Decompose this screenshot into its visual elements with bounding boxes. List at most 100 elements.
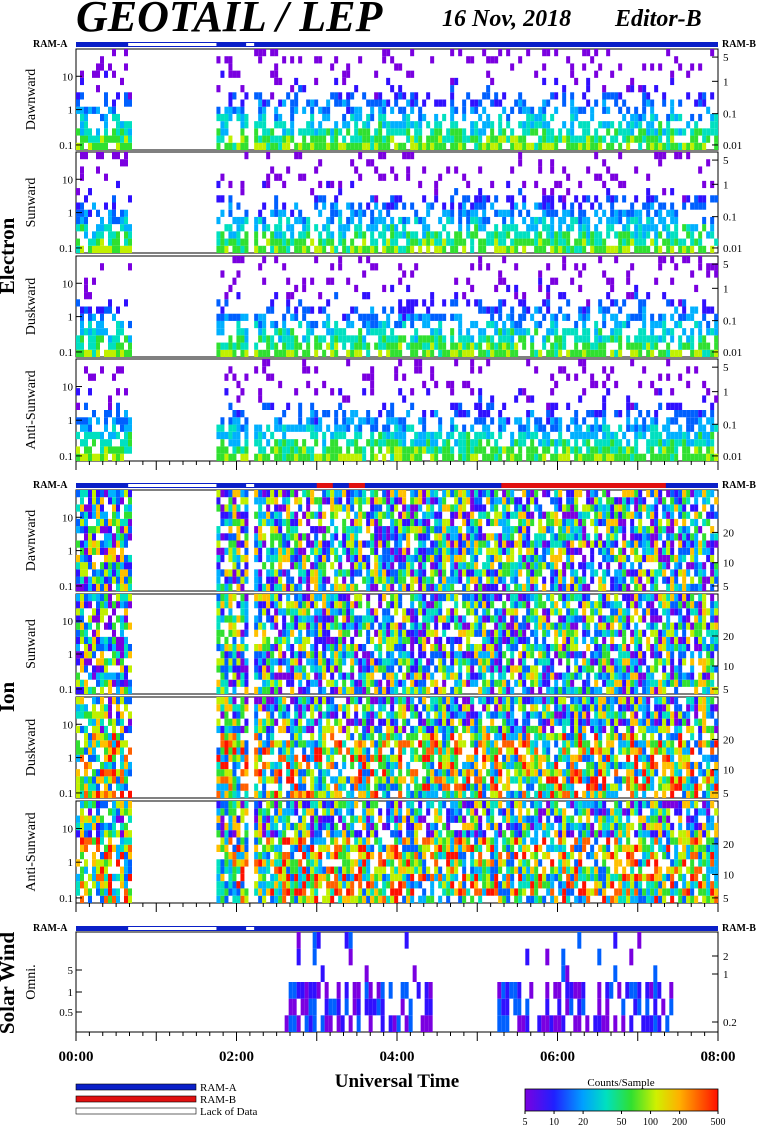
spectrogram-cell [674, 518, 679, 527]
spectrogram-cell [378, 533, 383, 541]
spectrogram-cell [290, 453, 295, 461]
spectrogram-cell [458, 320, 463, 329]
spectrogram-cell [606, 388, 611, 396]
spectrogram-cell [650, 202, 655, 210]
spectrogram-cell [674, 142, 679, 150]
spectrogram-cell [262, 562, 267, 570]
spectrogram-cell [550, 224, 555, 232]
spectrogram-cell [128, 245, 132, 253]
spectrogram-cell [646, 410, 651, 418]
spectrogram-cell [306, 142, 311, 150]
spectrogram-cell [414, 121, 419, 129]
spectrogram-cell [438, 313, 443, 321]
spectrogram-cell [342, 417, 347, 425]
spectrogram-cell [574, 547, 579, 555]
spectrogram-cell [378, 511, 383, 519]
spectrogram-cell [398, 533, 403, 541]
spectrogram-cell [370, 431, 375, 440]
spectrogram-cell [578, 245, 583, 253]
spectrogram-cell [398, 431, 403, 440]
spectrogram-cell [518, 439, 523, 447]
spectrogram-cell [232, 342, 237, 350]
spectrogram-cell [450, 504, 455, 512]
spectrogram-cell [650, 526, 655, 534]
spectrogram-cell [294, 349, 299, 357]
spectrogram-cell [606, 533, 611, 541]
spectrogram-cell [354, 85, 359, 93]
spectrogram-cell [430, 135, 435, 143]
spectrogram-cell [658, 121, 663, 129]
spectrogram-cell [406, 238, 411, 246]
spectrogram-cell [258, 576, 263, 584]
spectrogram-cell [426, 431, 431, 440]
spectrogram-cell [240, 99, 245, 107]
spectrogram-cell [614, 245, 619, 253]
spectrogram-cell [538, 121, 543, 129]
spectrogram-cell [470, 238, 475, 246]
spectrogram-cell [374, 453, 379, 461]
spectrogram-cell [498, 431, 503, 440]
spectrogram-cell [438, 576, 443, 584]
spectrogram-cell [104, 306, 108, 314]
spectrogram-cell [606, 245, 611, 253]
spectrogram-cell [342, 135, 347, 143]
spectrogram-cell [658, 562, 663, 570]
spectrogram-cell [80, 173, 84, 181]
spectrogram-cell [514, 349, 519, 357]
spectrogram-cell [442, 518, 447, 527]
spectrogram-cell [282, 547, 287, 555]
spectrogram-cell [76, 576, 80, 584]
spectrogram-cell [282, 135, 287, 143]
spectrogram-cell [84, 417, 88, 425]
spectrogram-cell [690, 504, 695, 512]
spectrogram-cell [518, 417, 523, 425]
spectrogram-cell [88, 431, 92, 440]
spectrogram-cell [450, 380, 455, 389]
spectrogram-cell [630, 128, 635, 136]
spectrogram-cell [370, 583, 375, 591]
spectrogram-cell [274, 77, 279, 86]
spectrogram-cell [302, 554, 307, 563]
spectrogram-cell [302, 424, 307, 432]
spectrogram-cell [302, 533, 307, 541]
spectrogram-cell [362, 342, 367, 350]
spectrogram-cell [310, 446, 315, 454]
spectrogram-cell [598, 142, 603, 150]
spectrogram-cell [224, 245, 229, 253]
spectrogram-cell [298, 402, 303, 410]
spectrogram-cell [446, 583, 451, 591]
spectrogram-cell [642, 135, 647, 143]
spectrogram-cell [120, 417, 124, 425]
spectrogram-cell [506, 526, 511, 534]
spectrogram-cell [654, 576, 659, 584]
spectrogram-cell [442, 569, 447, 577]
spectrogram-cell [710, 121, 715, 129]
spectrogram-cell [414, 547, 419, 555]
spectrogram-cell [686, 224, 691, 232]
spectrogram-cell [334, 446, 339, 454]
spectrogram-cell [386, 313, 391, 321]
spectrogram-cell [542, 583, 547, 591]
spectrogram-cell [654, 490, 659, 498]
spectrogram-cell [244, 490, 249, 498]
spectrogram-cell [618, 128, 623, 136]
spectrogram-cell [228, 63, 233, 71]
spectrogram-cell [498, 113, 503, 122]
spectrogram-cell [254, 216, 259, 225]
spectrogram-cell [606, 195, 611, 203]
spectrogram-cell [116, 518, 120, 527]
spectrogram-cell [618, 121, 623, 129]
spectrogram-cell [510, 166, 515, 174]
spectrogram-cell [402, 306, 407, 314]
spectrogram-cell [370, 518, 375, 527]
spectrogram-cell [534, 497, 539, 505]
spectrogram-cell [642, 417, 647, 425]
spectrogram-cell [282, 202, 287, 210]
spectrogram-cell [466, 335, 471, 343]
spectrogram-cell [594, 128, 599, 136]
spectrogram-cell [702, 518, 707, 527]
spectrogram-cell [394, 366, 399, 374]
spectrogram-cell [558, 490, 563, 498]
spectrogram-cell [566, 328, 571, 336]
spectrogram-cell [294, 511, 299, 519]
